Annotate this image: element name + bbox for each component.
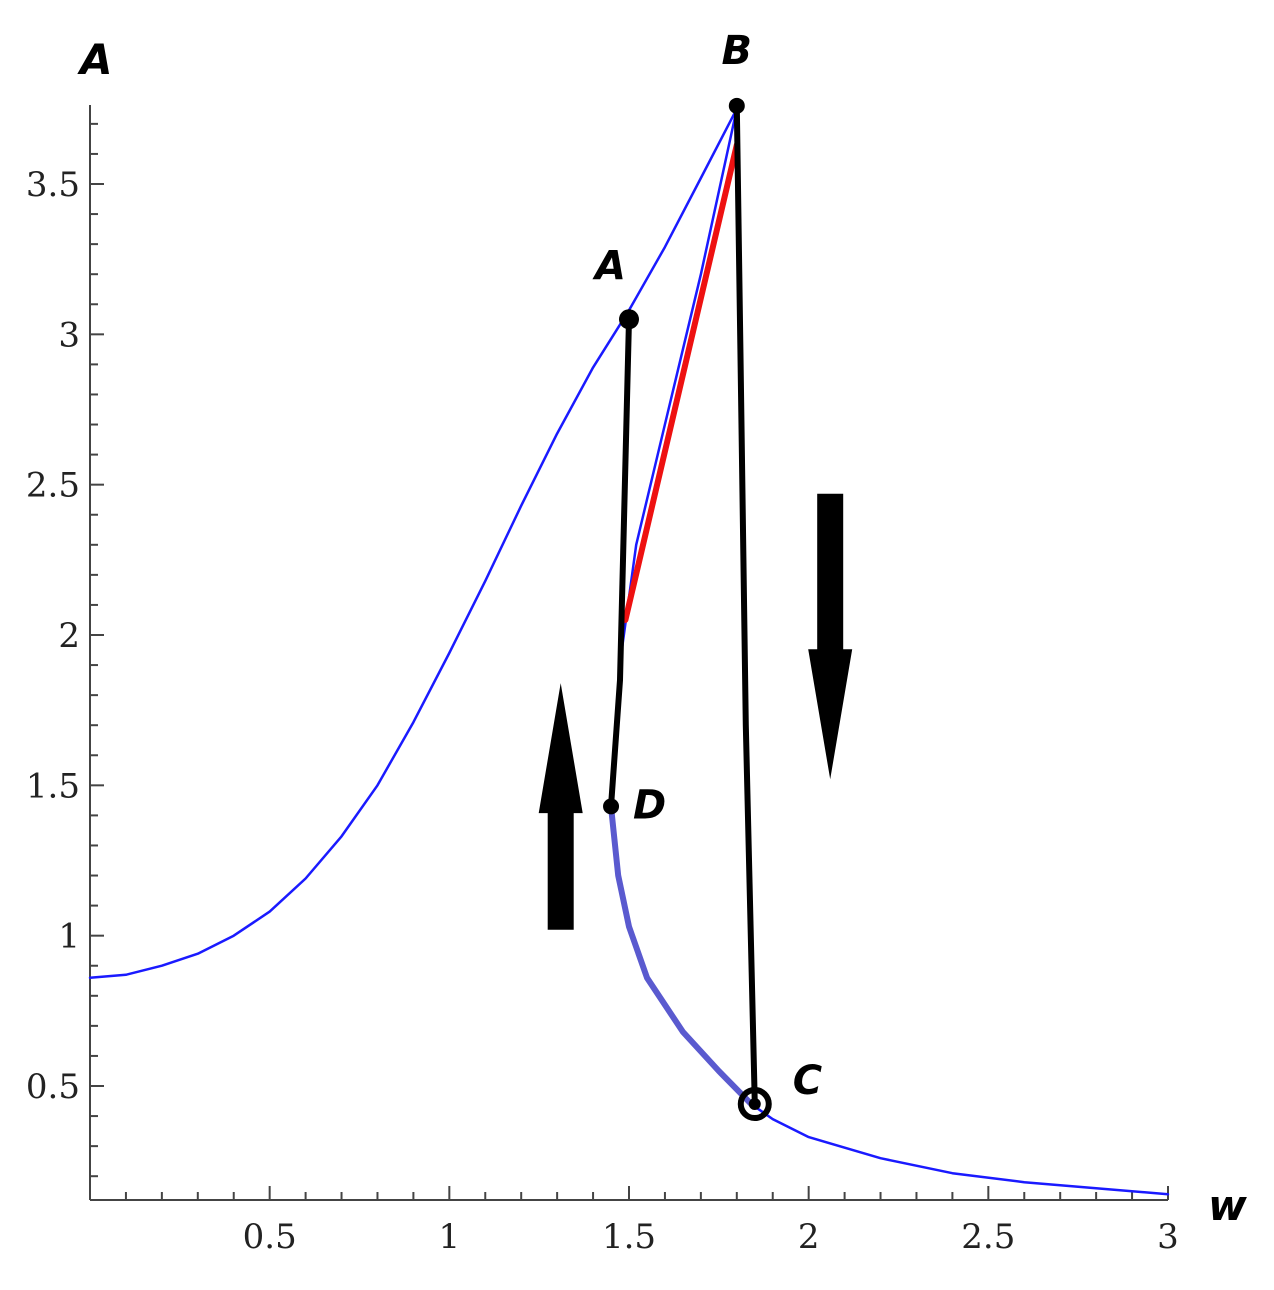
- y-tick-label: 1: [58, 917, 80, 957]
- point-label-B: B: [722, 28, 753, 74]
- arrow-up: [538, 683, 583, 930]
- point-B-marker: [728, 97, 745, 114]
- points-layer: A B C D: [592, 28, 822, 1122]
- series-lower-branch-highlight: [608, 803, 755, 1107]
- point-C-core: [748, 1098, 761, 1111]
- x-tick-label: 2.5: [961, 1217, 1015, 1257]
- y-tick-label: 3: [58, 315, 80, 355]
- y-tick-label: 2.5: [26, 466, 80, 506]
- point-label-D: D: [633, 782, 666, 828]
- series-jump-down-B-to-C: [733, 102, 758, 1107]
- point-D-marker: [603, 798, 620, 815]
- series-lower-branch: [749, 1102, 1170, 1196]
- series-red-segment: [622, 141, 740, 623]
- x-tick-label: 1: [439, 1217, 461, 1257]
- series-upper-branch: [88, 107, 739, 980]
- y-tick-label: 3.5: [26, 165, 80, 205]
- ticks: 0.5 1 1.5 2 2.5 3 0.5 1 1.5 2 2.5 3 3.5: [26, 122, 1179, 1257]
- axes: 0.5 1 1.5 2 2.5 3 0.5 1 1.5 2 2.5 3 3.5: [26, 105, 1179, 1257]
- arrow-down: [808, 493, 853, 780]
- point-A-marker: [619, 309, 639, 330]
- x-tick-label: 1.5: [602, 1217, 656, 1257]
- y-axis-title: A: [77, 35, 113, 84]
- arrows-layer: [538, 493, 853, 930]
- y-tick-label: 0.5: [26, 1067, 80, 1107]
- point-label-A: A: [592, 243, 626, 289]
- point-C-marker: [737, 1087, 772, 1122]
- y-tick-label: 1.5: [26, 766, 80, 806]
- point-label-C: C: [793, 1058, 822, 1104]
- x-tick-label: 0.5: [243, 1217, 297, 1257]
- x-tick-label: 3: [1157, 1217, 1179, 1257]
- x-axis-title: w: [1208, 1181, 1247, 1230]
- series-layer: [88, 102, 1170, 1196]
- y-tick-label: 2: [58, 616, 80, 656]
- x-tick-label: 2: [798, 1217, 820, 1257]
- series-jump-up-D-to-A: [608, 316, 632, 810]
